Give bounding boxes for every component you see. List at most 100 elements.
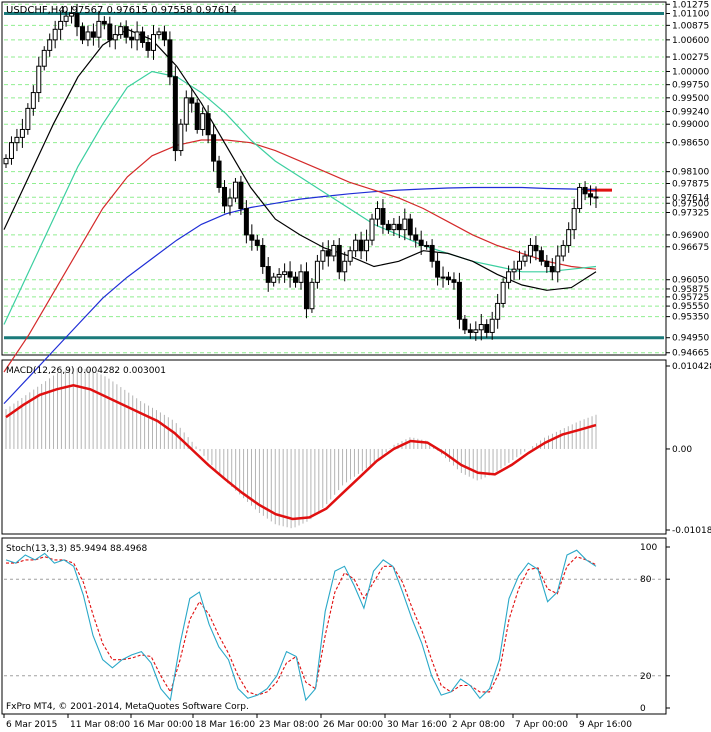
candle-body xyxy=(63,15,69,22)
candle-body xyxy=(271,276,277,283)
candle-body xyxy=(385,223,391,231)
candle-body xyxy=(320,250,326,262)
candle-body xyxy=(593,196,599,199)
candle-body xyxy=(407,218,413,236)
candle-body xyxy=(473,329,479,333)
candle-body xyxy=(3,157,9,165)
stoch-tick-label: 80 xyxy=(640,575,652,585)
candle-body xyxy=(462,318,468,331)
price-tick-label: 0.94950 xyxy=(672,334,709,344)
candle-body xyxy=(41,49,47,67)
price-tick-label: 0.96050 xyxy=(672,276,709,286)
macd-tick-label: 0.00 xyxy=(672,445,692,455)
ohlc-label: 0.97567 0.97615 0.97558 0.97614 xyxy=(62,5,237,16)
candle-body xyxy=(8,142,14,159)
candle-body xyxy=(478,324,484,331)
price-tick-label: 0.99240 xyxy=(672,108,709,118)
macd-title: MACD(12,26,9) 0.004282 0.003001 xyxy=(6,366,166,376)
macd-tick-label: -0.010186 xyxy=(672,526,711,536)
candle-body xyxy=(424,244,430,247)
candle-body xyxy=(96,20,102,38)
candle-body xyxy=(533,244,539,252)
time-tick-label: 6 Mar 2015 xyxy=(6,720,57,730)
candle-body xyxy=(145,41,151,51)
candle-body xyxy=(293,276,299,283)
price-tick-label: 0.95350 xyxy=(672,313,709,323)
candle-body xyxy=(118,26,124,36)
candle-body xyxy=(396,223,402,231)
time-tick-label: 9 Apr 16:00 xyxy=(579,720,632,730)
time-tick-label: 30 Mar 16:00 xyxy=(387,720,447,730)
time-tick-label: 26 Mar 00:00 xyxy=(323,720,383,730)
candle-body xyxy=(544,260,550,268)
candle-body xyxy=(435,260,441,278)
price-tick-label: 0.94665 xyxy=(672,349,709,359)
candle-body xyxy=(161,31,167,41)
candle-body xyxy=(227,197,233,207)
candle-body xyxy=(238,181,244,210)
candle-body xyxy=(123,26,129,38)
copyright-text: FxPro MT4, © 2001-2014, MetaQuotes Softw… xyxy=(6,702,249,712)
stoch-tick-label: 0 xyxy=(640,704,646,714)
candle-body xyxy=(331,244,337,257)
candle-body xyxy=(140,31,146,43)
price-tick-label: 0.98100 xyxy=(672,168,709,178)
stoch-title: Stoch(13,3,3) 85.9494 88.4968 xyxy=(6,544,147,554)
time-tick-label: 2 Apr 08:00 xyxy=(452,720,505,730)
candle-body xyxy=(36,65,42,94)
candle-body xyxy=(287,271,293,278)
time-axis: 6 Mar 2015 11 Mar 08:00 16 Mar 00:00 18 Mar… xyxy=(3,714,632,730)
candle-body xyxy=(90,31,96,38)
candle-body xyxy=(577,186,583,210)
price-tick-label: 0.98650 xyxy=(672,139,709,149)
candle-body xyxy=(489,318,495,333)
price-tick-label: 0.97325 xyxy=(672,209,709,219)
price-tick-label: 1.00275 xyxy=(672,53,709,63)
price-tick-label: 0.95550 xyxy=(672,302,709,312)
candle-body xyxy=(282,271,288,275)
moving-averages xyxy=(3,28,597,405)
price-tick-label: 1.00000 xyxy=(672,67,709,77)
price-tick-label: 0.97875 xyxy=(672,180,709,190)
macd-histogram xyxy=(5,367,597,529)
candle-body xyxy=(347,250,353,262)
price-level-lines xyxy=(4,11,664,340)
candle-body xyxy=(151,34,156,51)
candle-body xyxy=(134,31,140,41)
candle-body xyxy=(112,34,118,41)
price-tick-label: 0.97614 xyxy=(672,193,709,203)
candle-body xyxy=(30,92,36,109)
candle-body xyxy=(265,266,271,283)
time-tick-label: 23 Mar 08:00 xyxy=(259,720,319,730)
candle-body xyxy=(555,255,561,273)
stoch-panel-frame xyxy=(1,537,667,715)
candle-body xyxy=(484,324,490,333)
candle-body xyxy=(74,12,80,28)
candle-body xyxy=(249,234,255,241)
candle-body xyxy=(358,239,364,252)
stoch-lines xyxy=(5,549,597,702)
candle-body xyxy=(25,107,31,130)
candle-body xyxy=(216,160,222,188)
candle-body xyxy=(107,23,113,41)
candle-body xyxy=(172,76,178,152)
symbol-label: USDCHF,H4 xyxy=(6,5,65,16)
candle-body xyxy=(588,193,594,198)
ma-blue-line xyxy=(3,186,597,405)
price-tick-label: 0.99500 xyxy=(672,94,709,104)
candle-body xyxy=(222,186,228,207)
candle-body xyxy=(58,20,64,30)
candle-body xyxy=(303,271,309,310)
candle-body xyxy=(200,113,206,130)
stoch-tick-label: 100 xyxy=(640,543,657,553)
macd-tick-label: 0.010428 xyxy=(672,362,711,372)
ma-red-line xyxy=(3,139,597,373)
price-tick-label: 0.99750 xyxy=(672,81,709,91)
price-tick-label: 0.95875 xyxy=(672,285,709,295)
price-panel-frame xyxy=(1,1,667,356)
candle-body xyxy=(47,39,53,51)
candle-body xyxy=(538,250,544,262)
candle-body xyxy=(374,208,380,220)
price-tick-label: 1.00875 xyxy=(672,21,709,31)
stoch-signal-line xyxy=(6,556,597,696)
